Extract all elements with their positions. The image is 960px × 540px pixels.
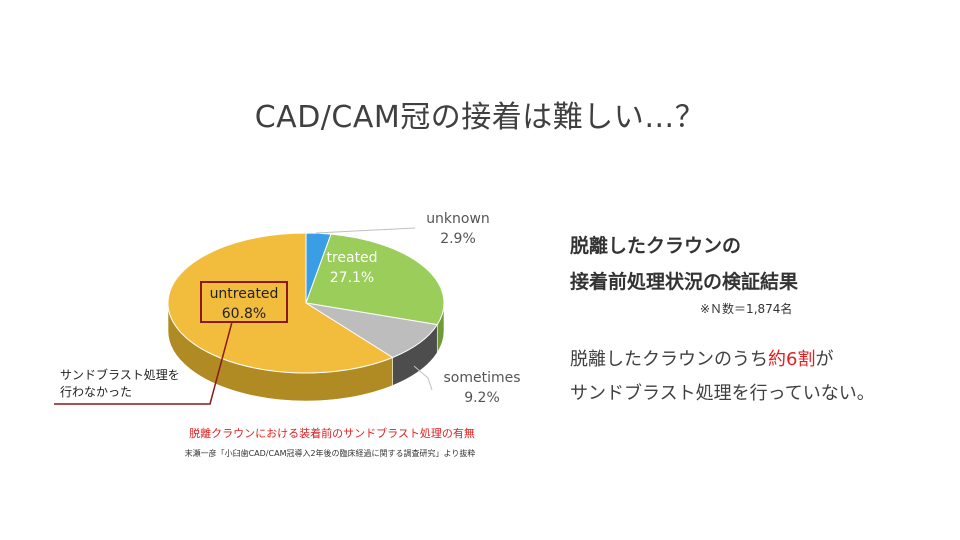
callout-line-1: サンドブラスト処理を [60,368,180,382]
chart-source: 末瀬一彦「小臼歯CAD/CAM冠導入2年後の臨床経過に関する調査研究」より抜粋 [184,449,476,458]
summary-body-line-2: サンドブラスト処理を行っていない。 [570,383,875,404]
leader-line-sometimes [413,365,433,391]
pie-value-treated: 27.1% [330,270,374,286]
summary-heading-line-2: 接着前処理状況の検証結果 [570,271,799,293]
summary-heading-line-1: 脱離したクラウンの [570,235,742,257]
chart-caption: 脱離クラウンにおける装着前のサンドブラスト処理の有無 [189,427,475,440]
summary-heading: 脱離したクラウンの 接着前処理状況の検証結果 [570,228,910,300]
pie-slice-sometimes [305,302,439,359]
callout-no-sandblast: サンドブラスト処理を 行わなかった [60,367,210,401]
pie-label-treated: treated [326,250,377,266]
highlight-box-untreated [200,281,288,323]
pie-value-untreated: 60.8% [222,306,266,322]
pie-annotations [54,227,433,405]
callout-line-2: 行わなかった [60,385,133,399]
pie-label-sometimes: sometimes [443,370,520,386]
pie-label-untreated: untreated [210,286,279,302]
pie-labels: unknown 2.9% treated 27.1% sometimes 9.2% untr… [200,211,521,406]
summary-body-pre: 脱離したクラウンのうち [570,349,768,370]
summary-body-post: が [815,349,834,370]
leader-line-unknown [315,227,416,234]
pie-sides [167,302,445,402]
pie-tops [167,232,445,374]
sample-size-note: ※Ｎ数＝1,874名 [700,302,793,316]
pie-label-unknown: unknown [426,211,490,227]
pie-value-unknown: 2.9% [440,231,476,247]
callout-connector [54,321,233,405]
pie-slice-treated [305,233,445,326]
summary-body-line-1: 脱離したクラウンのうち約6割が [570,343,950,377]
slide-title: CAD/CAM冠の接着は難しい…？ [254,100,706,135]
pie-slice-untreated [167,232,394,374]
summary-body-accent: 約6割 [768,349,816,370]
summary-body: 脱離したクラウンのうち約6割が サンドブラスト処理を行っていない。 [570,343,950,411]
pie-value-sometimes: 9.2% [464,390,500,406]
